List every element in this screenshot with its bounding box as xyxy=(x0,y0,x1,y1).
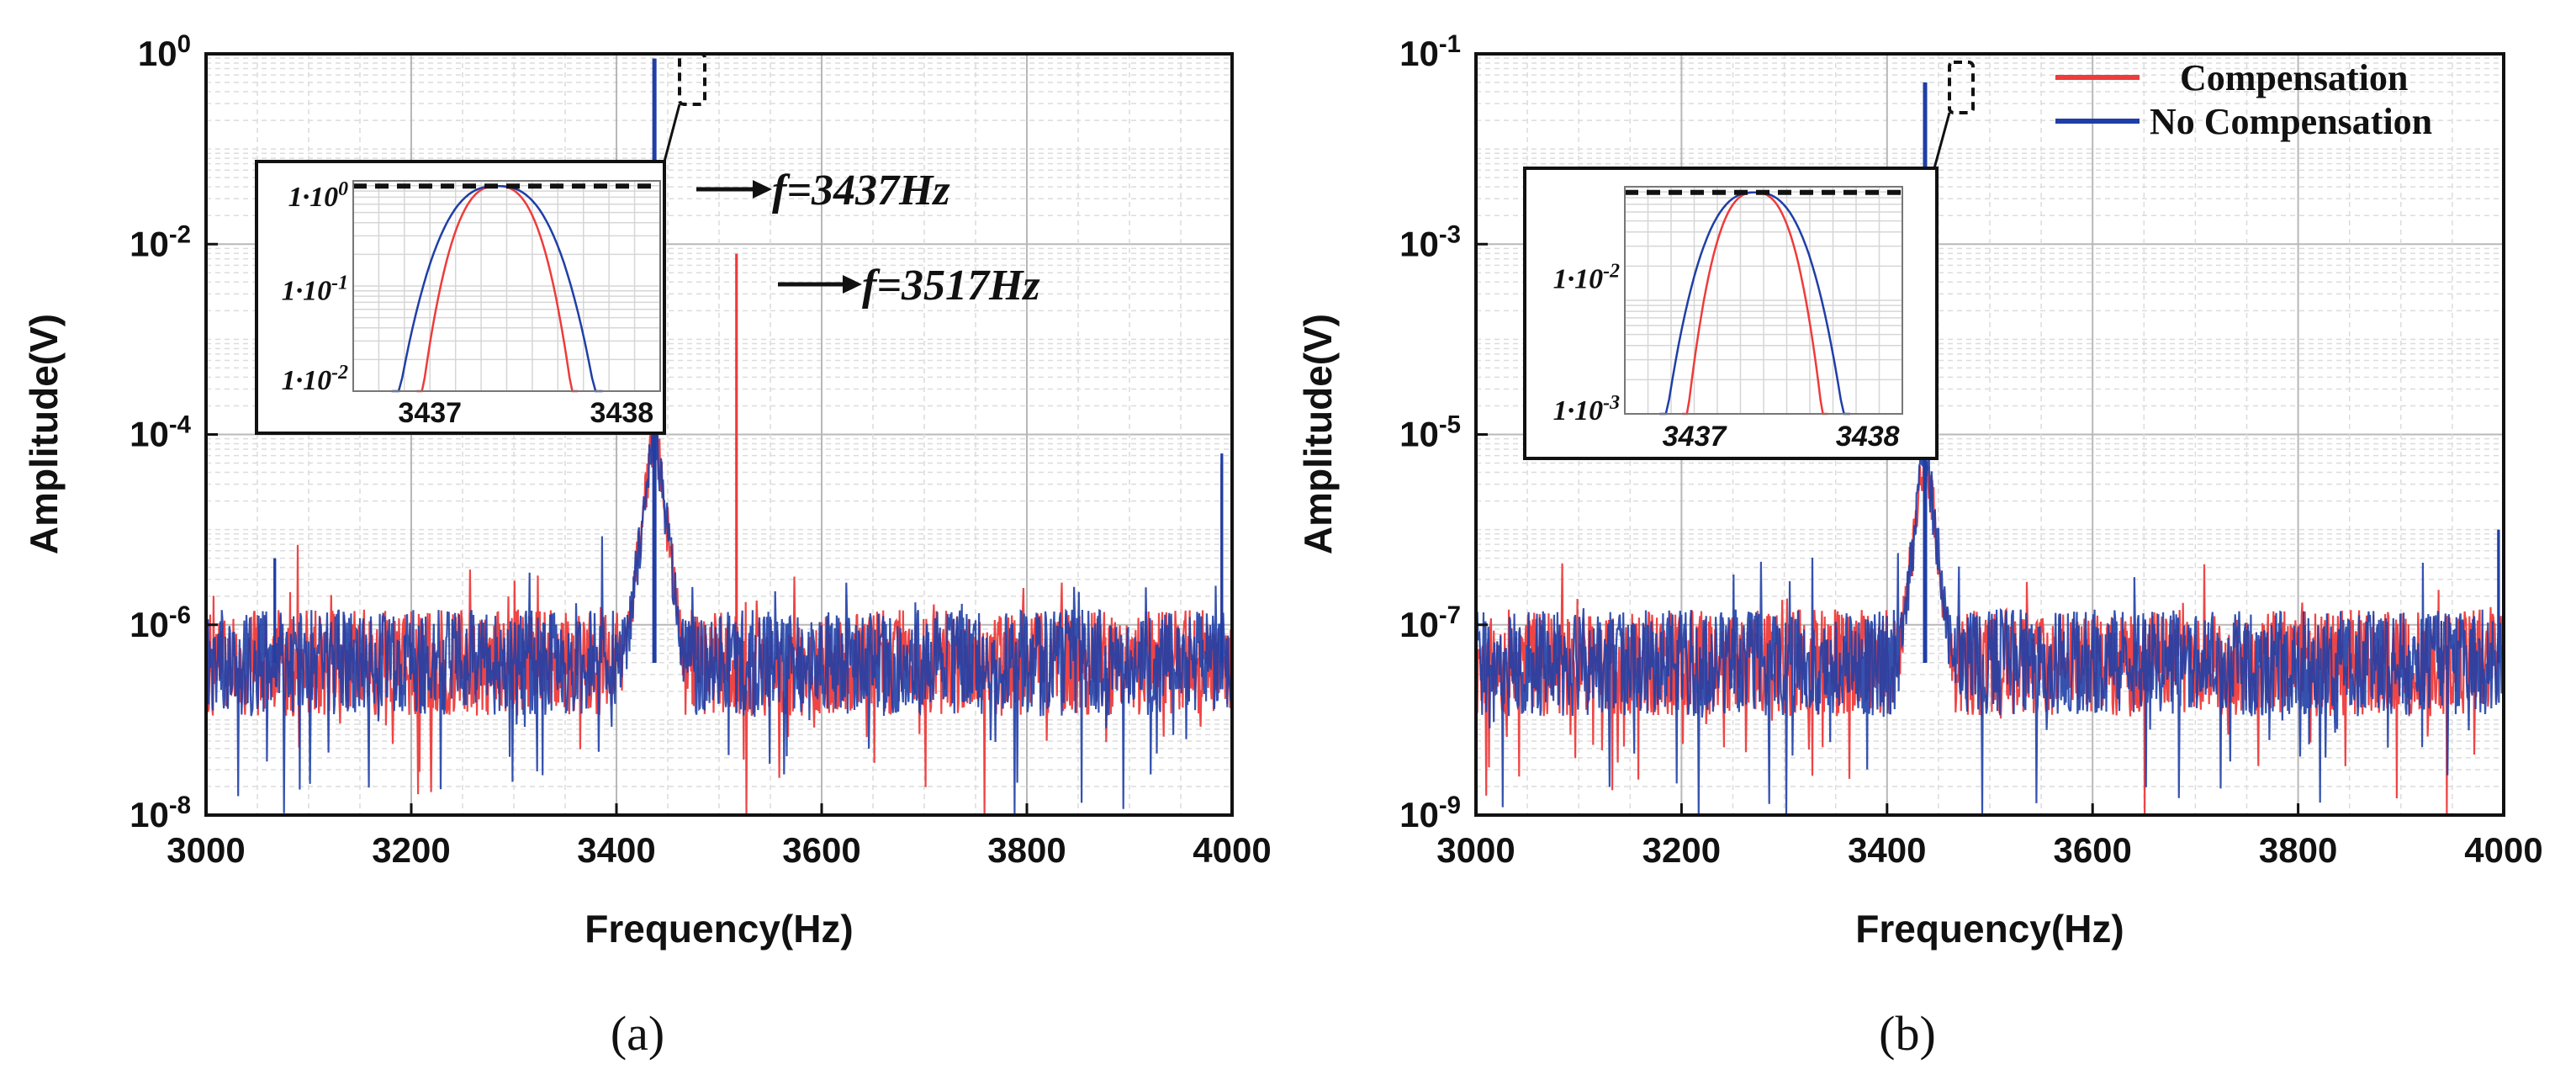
zoom-marker-a xyxy=(678,52,706,106)
x-tick-label: 3400 xyxy=(1848,830,1926,870)
arrow-head-icon xyxy=(753,180,772,199)
inset-x-tick-label: 3437 xyxy=(1663,421,1728,453)
inset-curve-no-compensation xyxy=(1659,191,1851,416)
legend-label-compensation: Compensation xyxy=(2180,57,2408,98)
y-axis-title-b: Amplitude(V) xyxy=(1296,314,1340,554)
inset-frame-a xyxy=(255,160,666,435)
annotation-text-3517: f=3517Hz xyxy=(862,262,1040,310)
x-tick-label: 3400 xyxy=(577,830,655,870)
x-tick-label: 3000 xyxy=(1436,830,1515,870)
y-tick-label: 10-6 xyxy=(130,601,191,644)
legend-b: Compensation No Compensation xyxy=(2055,57,2432,142)
x-axis-title-a: Frequency(Hz) xyxy=(584,907,853,951)
panel-a: 3000 3200 3400 3600 3800 4000 10-8 10-6 10-4 10-2… xyxy=(22,30,1272,1062)
y-tick-label: 10-2 xyxy=(130,220,191,264)
inset-x-tick-label: 3437 xyxy=(398,397,462,429)
zoom-leader-b xyxy=(1933,112,1951,169)
annotation-3437-a: f=3437Hz xyxy=(696,167,950,214)
inset-y-tick-label: 1·10-1 xyxy=(282,272,348,306)
inset-plot-frame-b xyxy=(1624,186,1903,415)
x-tick-label: 3800 xyxy=(987,830,1066,870)
x-tick-label: 3600 xyxy=(782,830,860,870)
ticks-a: 3000 3200 3400 3600 3800 4000 10-8 10-6 10-4 10-2… xyxy=(130,30,1272,871)
panel-label-a: (a) xyxy=(611,1006,664,1061)
inset-ticks-b: 1·10-2 1·10-3 3437 3438 xyxy=(1553,261,1900,453)
annotation-text-3437: f=3437Hz xyxy=(772,167,950,214)
inset-y-tick-label: 1·10-2 xyxy=(282,362,348,396)
y-tick-label: 10-1 xyxy=(1399,30,1461,74)
inset-b: 1·10-2 1·10-3 3437 3438 xyxy=(1523,167,1939,460)
x-tick-label: 4000 xyxy=(2464,830,2542,870)
x-tick-label: 3200 xyxy=(372,830,450,870)
annotation-3517-a: f=3517Hz xyxy=(778,262,1040,310)
inset-x-tick-label: 3438 xyxy=(590,397,654,429)
legend-label-no-compensation: No Compensation xyxy=(2150,101,2432,142)
series-no-compensation xyxy=(204,420,1234,816)
series-no-compensation xyxy=(1474,419,2505,816)
x-axis-title-b: Frequency(Hz) xyxy=(1855,907,2124,951)
inset-y-tick-label: 1·10-2 xyxy=(1553,261,1620,295)
inset-x-tick-label: 3438 xyxy=(1836,421,1900,453)
inset-a: 1·100 1·10-1 1·10-2 3437 3438 xyxy=(255,160,666,435)
y-axis-title-a: Amplitude(V) xyxy=(22,314,66,554)
inset-curves-a xyxy=(353,183,660,393)
panel-label-b: (b) xyxy=(1879,1006,1936,1061)
y-tick-label: 10-7 xyxy=(1399,601,1461,644)
arrow-head-icon xyxy=(843,275,862,294)
zoom-leader-a xyxy=(663,103,681,162)
y-tick-label: 100 xyxy=(138,30,191,74)
ticks-b: 3000 3200 3400 3600 3800 4000 10-9 10-7 10-5 10-3… xyxy=(1399,30,2543,871)
y-tick-label: 10-3 xyxy=(1399,220,1461,264)
x-tick-label: 3200 xyxy=(1642,830,1721,870)
x-tick-label: 4000 xyxy=(1193,830,1271,870)
inset-plot-frame-a xyxy=(352,180,661,392)
y-tick-label: 10-8 xyxy=(130,792,191,835)
x-tick-label: 3000 xyxy=(167,830,245,870)
inset-grid-b xyxy=(1625,187,1902,415)
y-tick-label: 10-4 xyxy=(130,410,192,454)
inset-frame-b xyxy=(1523,167,1939,460)
inset-grid-a xyxy=(353,181,660,392)
x-tick-label: 3800 xyxy=(2259,830,2337,870)
inset-y-tick-label: 1·100 xyxy=(288,178,349,213)
inset-ticks-a: 1·100 1·10-1 1·10-2 3437 3438 xyxy=(282,178,654,429)
y-tick-label: 10-5 xyxy=(1399,410,1461,454)
inset-y-tick-label: 1·10-3 xyxy=(1553,392,1620,426)
inset-curves-b xyxy=(1625,189,1902,416)
x-tick-label: 3600 xyxy=(2053,830,2131,870)
zoom-marker-b xyxy=(1948,61,1975,114)
y-tick-label: 10-9 xyxy=(1399,792,1461,835)
panel-b: 3000 3200 3400 3600 3800 4000 10-9 10-7 10-5 10-3… xyxy=(1296,30,2543,1062)
